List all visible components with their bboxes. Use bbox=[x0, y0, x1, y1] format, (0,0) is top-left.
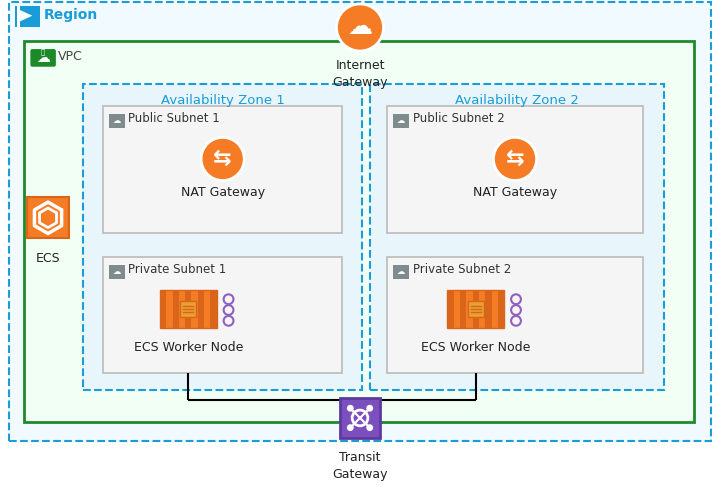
Bar bbox=[14, 6, 40, 27]
Bar bbox=[394, 265, 409, 279]
Bar bbox=[394, 114, 409, 128]
Circle shape bbox=[493, 137, 536, 181]
Text: ☁: ☁ bbox=[112, 267, 121, 276]
Text: ⇆: ⇆ bbox=[213, 149, 232, 169]
Text: ☁: ☁ bbox=[348, 16, 373, 39]
Bar bbox=[498, 290, 504, 328]
Bar bbox=[387, 106, 642, 233]
Text: ECS: ECS bbox=[36, 252, 61, 265]
Text: ⇆: ⇆ bbox=[505, 149, 524, 169]
Text: Region: Region bbox=[44, 8, 98, 22]
Bar bbox=[27, 197, 68, 239]
Bar bbox=[387, 257, 642, 373]
Circle shape bbox=[337, 4, 384, 51]
Bar bbox=[485, 290, 492, 328]
Bar bbox=[180, 301, 196, 317]
Text: Transit
Gateway: Transit Gateway bbox=[332, 451, 388, 481]
Bar bbox=[211, 290, 217, 328]
Circle shape bbox=[347, 424, 354, 431]
Polygon shape bbox=[19, 10, 32, 21]
Bar bbox=[447, 290, 454, 328]
Text: VPC: VPC bbox=[58, 50, 83, 63]
FancyBboxPatch shape bbox=[30, 49, 56, 67]
Text: NAT Gateway: NAT Gateway bbox=[180, 187, 265, 199]
Bar bbox=[198, 290, 204, 328]
Text: Internet
Gateway: Internet Gateway bbox=[332, 59, 388, 89]
Circle shape bbox=[366, 424, 373, 431]
Bar bbox=[447, 290, 504, 328]
Text: NAT Gateway: NAT Gateway bbox=[473, 187, 557, 199]
Circle shape bbox=[366, 405, 373, 412]
Text: ☁: ☁ bbox=[112, 116, 121, 125]
Text: ☁: ☁ bbox=[397, 267, 405, 276]
Text: ECS Worker Node: ECS Worker Node bbox=[421, 341, 531, 355]
Text: Public Subnet 1: Public Subnet 1 bbox=[128, 112, 220, 125]
Bar bbox=[25, 41, 694, 422]
Text: ECS Worker Node: ECS Worker Node bbox=[133, 341, 243, 355]
Text: Private Subnet 1: Private Subnet 1 bbox=[128, 263, 226, 276]
Text: 🔒: 🔒 bbox=[41, 49, 45, 56]
Text: Private Subnet 2: Private Subnet 2 bbox=[413, 263, 511, 276]
Bar bbox=[160, 290, 166, 328]
Bar bbox=[103, 257, 342, 373]
Bar bbox=[468, 301, 484, 317]
Text: Availability Zone 2: Availability Zone 2 bbox=[455, 94, 579, 107]
Text: Public Subnet 2: Public Subnet 2 bbox=[413, 112, 505, 125]
Bar bbox=[340, 398, 380, 437]
Circle shape bbox=[347, 405, 354, 412]
Bar bbox=[109, 114, 125, 128]
Bar bbox=[172, 290, 179, 328]
Bar bbox=[160, 290, 217, 328]
Bar bbox=[17, 6, 19, 27]
Bar bbox=[109, 265, 125, 279]
Text: Availability Zone 1: Availability Zone 1 bbox=[161, 94, 285, 107]
Bar bbox=[370, 84, 664, 391]
Bar bbox=[185, 290, 192, 328]
Text: ☁: ☁ bbox=[397, 116, 405, 125]
Circle shape bbox=[201, 137, 244, 181]
Bar bbox=[473, 290, 479, 328]
Text: ☁: ☁ bbox=[36, 51, 50, 65]
Bar bbox=[460, 290, 466, 328]
Bar bbox=[103, 106, 342, 233]
Bar bbox=[84, 84, 362, 391]
